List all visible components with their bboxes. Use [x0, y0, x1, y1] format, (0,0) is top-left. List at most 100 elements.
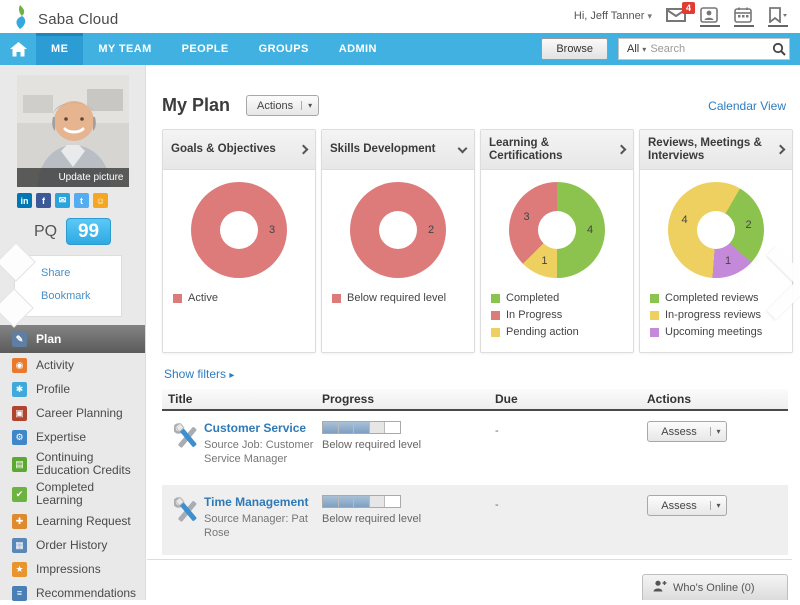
table-row: Customer Service Source Job: Customer Se…	[162, 411, 788, 481]
org-chart-icon[interactable]	[700, 7, 720, 27]
chevron-right-icon	[775, 144, 786, 155]
sidebar-item-completed-learning[interactable]: ✔ Completed Learning	[0, 479, 145, 509]
legend-swatch	[173, 293, 182, 303]
sidebar-item-continuing-education-credits[interactable]: ▤ Continuing Education Credits	[0, 449, 145, 479]
calendar-view-link[interactable]: Calendar View	[708, 98, 786, 113]
top-header: Saba Cloud Hi, Jeff Tanner ▾ 4	[0, 0, 800, 33]
card-learning-certifications-header[interactable]: Learning & Certifications	[481, 130, 633, 170]
recommendations-icon: ≡	[12, 585, 27, 601]
progress-segment	[369, 496, 386, 507]
completed-learning-icon: ✔	[12, 486, 27, 502]
chevron-down-icon[interactable]: ▾	[710, 427, 726, 436]
main-content: My Plan Actions ▾ Calendar View Goals & …	[147, 65, 800, 600]
legend-swatch	[650, 310, 659, 320]
donut-slice-value: 4	[586, 224, 594, 236]
nav-item-admin[interactable]: ADMIN	[338, 43, 377, 55]
goals-donut-chart: 3	[191, 182, 287, 278]
search-box: All ▾	[618, 38, 790, 60]
donut-slice-value: 1	[725, 254, 732, 267]
skills-donut-chart: 2	[350, 182, 446, 278]
linkedin-icon[interactable]: in	[17, 193, 32, 208]
card-skills-development-header[interactable]: Skills Development	[322, 130, 474, 170]
impressions-icon: ★	[12, 561, 27, 577]
row-subtitle: Source Manager: Pat Rose	[204, 513, 308, 539]
legend-swatch	[491, 293, 500, 303]
user-menu[interactable]: Hi, Jeff Tanner ▾	[573, 10, 652, 22]
progress-segment	[338, 422, 355, 433]
browse-button[interactable]: Browse	[541, 38, 608, 60]
facebook-icon[interactable]: f	[36, 193, 51, 208]
sidebar-item-plan[interactable]: ✎ Plan	[0, 325, 145, 353]
sidebar-item-profile[interactable]: ✱ Profile	[0, 377, 145, 401]
skill-tools-icon	[168, 495, 204, 543]
sidebar-item-expertise[interactable]: ⚙ Expertise	[0, 425, 145, 449]
due-value: -	[495, 425, 499, 437]
donut-slice-value: 2	[745, 219, 752, 232]
legend-swatch	[650, 327, 659, 337]
card-learning-certifications: Learning & Certifications 4 1 3 Completed …	[480, 129, 634, 353]
search-input[interactable]	[650, 43, 769, 55]
search-icon[interactable]	[769, 42, 789, 56]
donut-slice-value: 2	[427, 224, 435, 236]
bookmark-menu-icon[interactable]	[768, 7, 788, 27]
pq-value-badge[interactable]: 99	[66, 218, 112, 245]
bottom-divider	[147, 559, 792, 560]
column-actions: Actions	[647, 392, 692, 406]
search-scope-dropdown[interactable]: All ▾	[627, 43, 647, 55]
progress-segment	[323, 496, 339, 507]
reviews-donut-chart: 2 1 4	[668, 182, 764, 278]
sidebar-item-recommendations[interactable]: ≡ Recommendations	[0, 581, 145, 605]
show-filters-link[interactable]: Show filters ▸	[164, 367, 235, 381]
card-reviews-meetings-header[interactable]: Reviews, Meetings & Interviews	[640, 130, 792, 170]
sidebar-item-activity[interactable]: ◉ Activity	[0, 353, 145, 377]
plan-cards: Goals & Objectives 3 Active Skills Devel…	[162, 129, 800, 353]
progress-bar	[322, 495, 401, 508]
update-picture-button[interactable]: Update picture	[16, 168, 129, 187]
progress-label: Below required level	[322, 513, 422, 525]
actions-button[interactable]: Actions ▾	[246, 95, 320, 116]
mail-icon[interactable]: 4	[666, 2, 695, 27]
row-title-link[interactable]: Time Management	[204, 495, 309, 509]
row-title-link[interactable]: Customer Service	[204, 421, 307, 435]
sidebar: Update picture in f ✉ t ☺ PQ 99 Share Bo…	[0, 65, 146, 601]
sidebar-item-learning-request[interactable]: ✚ Learning Request	[0, 509, 145, 533]
nav-item-my-team[interactable]: MY TEAM	[98, 43, 152, 55]
pq-label: PQ	[33, 222, 58, 240]
card-skills-development: Skills Development 2 Below required leve…	[321, 129, 475, 353]
calendar-icon[interactable]	[734, 7, 754, 27]
card-goals-objectives: Goals & Objectives 3 Active	[162, 129, 316, 353]
nav-item-people[interactable]: PEOPLE	[181, 43, 229, 55]
share-link[interactable]: Share	[41, 267, 71, 279]
home-icon[interactable]	[0, 33, 36, 65]
progress-label: Below required level	[322, 439, 422, 451]
nav-item-groups[interactable]: GROUPS	[258, 43, 309, 55]
order-history-icon: ▦	[12, 537, 27, 553]
whos-online-button[interactable]: Who's Online (0)	[642, 574, 788, 600]
sidebar-item-order-history[interactable]: ▦ Order History	[0, 533, 145, 557]
avatar: Update picture	[16, 75, 129, 187]
nav-item-me[interactable]: ME	[36, 33, 84, 65]
expertise-icon: ⚙	[12, 429, 27, 445]
smiley-icon[interactable]: ☺	[93, 193, 108, 208]
table-header: Title Progress Due Actions	[162, 389, 788, 411]
learning-legend: Completed In Progress Pending action	[491, 292, 633, 338]
legend-swatch	[650, 293, 659, 303]
arrow-right-icon: ▸	[229, 370, 235, 381]
activity-icon: ◉	[12, 357, 27, 373]
assess-button[interactable]: Assess ▾	[647, 495, 727, 516]
legend-swatch	[491, 310, 500, 320]
email-share-icon[interactable]: ✉	[55, 193, 70, 208]
progress-segment	[338, 496, 355, 507]
learning-donut-chart: 4 1 3	[509, 182, 605, 278]
donut-slice-value: 3	[268, 224, 276, 236]
card-goals-objectives-header[interactable]: Goals & Objectives	[163, 130, 315, 170]
sidebar-item-impressions[interactable]: ★ Impressions	[0, 557, 145, 581]
logo-text: Saba Cloud	[38, 11, 119, 28]
bookmark-link[interactable]: Bookmark	[41, 290, 91, 302]
assess-button[interactable]: Assess ▾	[647, 421, 727, 442]
chevron-down-icon[interactable]: ▾	[710, 501, 726, 510]
progress-segment	[354, 496, 370, 507]
sidebar-item-career-planning[interactable]: ▣ Career Planning	[0, 401, 145, 425]
sidebar-menu: ✎ Plan ◉ Activity ✱ Profile ▣ Career Pla…	[0, 325, 145, 605]
twitter-icon[interactable]: t	[74, 193, 89, 208]
